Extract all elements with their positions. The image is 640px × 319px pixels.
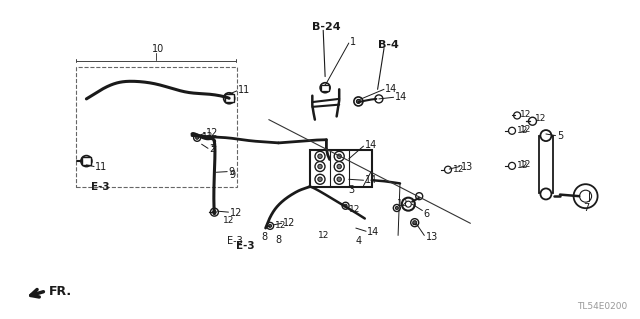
Text: 3: 3 [349, 185, 355, 195]
Circle shape [573, 184, 598, 208]
Text: 12: 12 [223, 216, 234, 225]
Circle shape [540, 130, 552, 141]
Text: B-24: B-24 [312, 22, 341, 32]
Text: 8: 8 [261, 232, 268, 242]
Text: 12: 12 [202, 132, 214, 141]
Circle shape [337, 154, 341, 159]
Bar [310, 150, 372, 187]
Circle shape [344, 204, 347, 207]
Circle shape [320, 83, 330, 93]
Circle shape [315, 161, 325, 172]
Circle shape [356, 100, 360, 103]
Bar [225, 94, 234, 102]
Text: 12: 12 [520, 110, 531, 119]
Circle shape [411, 219, 419, 227]
Bar [76, 67, 237, 187]
Text: 7: 7 [584, 203, 590, 213]
Circle shape [375, 95, 383, 103]
Circle shape [318, 177, 322, 182]
Text: 12: 12 [453, 165, 465, 174]
Circle shape [405, 201, 412, 207]
Text: TL54E0200: TL54E0200 [577, 302, 627, 311]
Circle shape [211, 208, 218, 216]
Bar [539, 136, 553, 193]
Circle shape [337, 177, 341, 182]
Text: 5: 5 [557, 130, 563, 141]
Text: 2: 2 [210, 139, 216, 149]
Text: 11: 11 [238, 85, 250, 95]
Circle shape [445, 166, 451, 173]
Text: 12: 12 [275, 221, 287, 230]
Circle shape [194, 134, 200, 141]
Text: 12: 12 [517, 161, 529, 170]
Text: 13: 13 [461, 161, 473, 172]
Circle shape [334, 151, 344, 161]
Circle shape [212, 210, 216, 214]
Text: 12: 12 [230, 208, 242, 218]
Text: 14: 14 [367, 227, 380, 237]
Bar [321, 85, 329, 91]
Text: 12: 12 [318, 231, 330, 240]
Text: B-4: B-4 [378, 40, 399, 50]
Text: 4: 4 [356, 236, 362, 246]
Circle shape [334, 174, 344, 184]
Text: 14: 14 [395, 92, 407, 102]
Circle shape [540, 189, 552, 199]
Text: 14: 14 [365, 175, 377, 185]
Text: 1: 1 [350, 37, 356, 47]
Text: 10: 10 [152, 44, 164, 55]
Circle shape [334, 161, 344, 172]
Circle shape [223, 93, 235, 104]
Text: E-3: E-3 [91, 182, 109, 192]
Text: 12: 12 [535, 114, 547, 123]
Circle shape [269, 224, 271, 227]
Text: 12: 12 [397, 199, 408, 208]
Circle shape [318, 154, 322, 159]
Text: 12: 12 [517, 126, 529, 135]
Circle shape [196, 136, 198, 139]
Text: 8: 8 [275, 235, 282, 245]
Text: 12: 12 [520, 160, 531, 169]
Circle shape [413, 221, 417, 225]
Circle shape [402, 198, 415, 211]
Circle shape [509, 127, 515, 134]
Text: E-3: E-3 [236, 241, 254, 251]
Circle shape [315, 151, 325, 161]
Circle shape [354, 97, 363, 106]
Text: 11: 11 [95, 162, 108, 172]
Text: FR.: FR. [49, 286, 72, 298]
Text: 9: 9 [229, 170, 236, 181]
Circle shape [84, 159, 89, 164]
Text: 14: 14 [385, 84, 397, 94]
Text: E-3: E-3 [227, 236, 243, 246]
Text: 12: 12 [349, 205, 361, 214]
Text: 6: 6 [424, 209, 430, 219]
Circle shape [315, 174, 325, 184]
Circle shape [529, 117, 536, 125]
Bar [82, 157, 91, 165]
Circle shape [514, 112, 520, 119]
Circle shape [267, 222, 273, 229]
Circle shape [227, 96, 232, 101]
Text: 13: 13 [426, 232, 438, 242]
Text: 12: 12 [206, 128, 218, 138]
Circle shape [396, 206, 398, 210]
Text: 9: 9 [228, 167, 235, 177]
Circle shape [416, 193, 422, 200]
Circle shape [580, 190, 591, 202]
Text: 12: 12 [520, 125, 531, 134]
Circle shape [323, 85, 328, 90]
Circle shape [318, 164, 322, 169]
Text: 12: 12 [283, 218, 295, 228]
Text: 2: 2 [209, 144, 216, 154]
Circle shape [394, 204, 400, 211]
Circle shape [337, 164, 341, 169]
Circle shape [342, 202, 349, 209]
Circle shape [509, 162, 515, 169]
Text: 14: 14 [365, 140, 377, 150]
Circle shape [81, 156, 92, 167]
